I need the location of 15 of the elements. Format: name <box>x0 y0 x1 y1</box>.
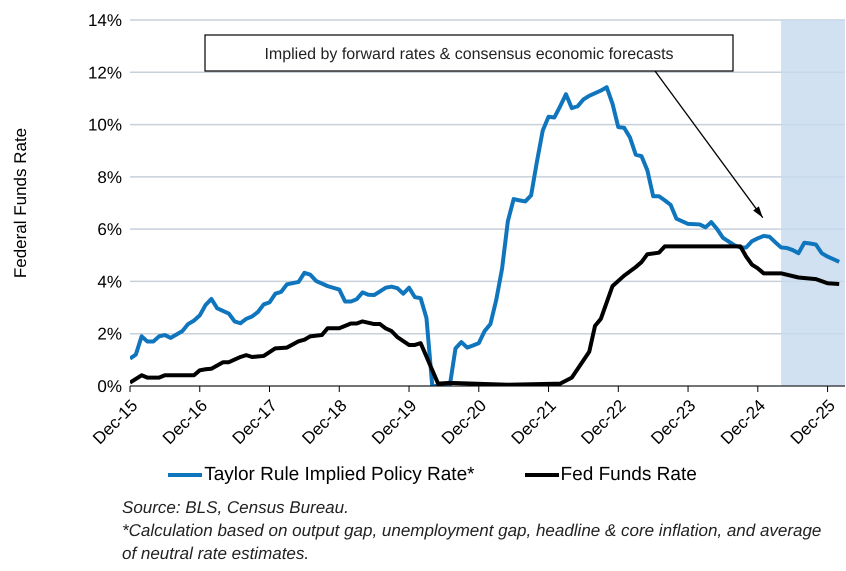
y-tick-label: 10% <box>88 116 122 135</box>
y-axis-title: Federal Funds Rate <box>11 128 30 278</box>
y-tick-label: 8% <box>97 168 122 187</box>
source-note: Source: BLS, Census Bureau. <box>122 497 350 519</box>
y-tick-label: 4% <box>97 272 122 292</box>
y-tick-label: 2% <box>97 324 122 344</box>
legend-label: Taylor Rule Implied Policy Rate* <box>203 464 475 486</box>
y-tick-label: 0% <box>97 377 122 396</box>
line-series <box>130 85 842 386</box>
y-tick-label: 14% <box>88 11 122 30</box>
text: *Calculation based on output gap, unemployment gap, headline & core inflation, and average of neutral rate estimates. <box>122 520 822 565</box>
y-tick-label: 12% <box>88 63 122 82</box>
legend-label: Fed Funds Rate <box>560 464 697 486</box>
annotation: Implied by forward rates & consensus economic forecasts <box>264 46 674 63</box>
y-tick-label: 6% <box>97 220 122 240</box>
